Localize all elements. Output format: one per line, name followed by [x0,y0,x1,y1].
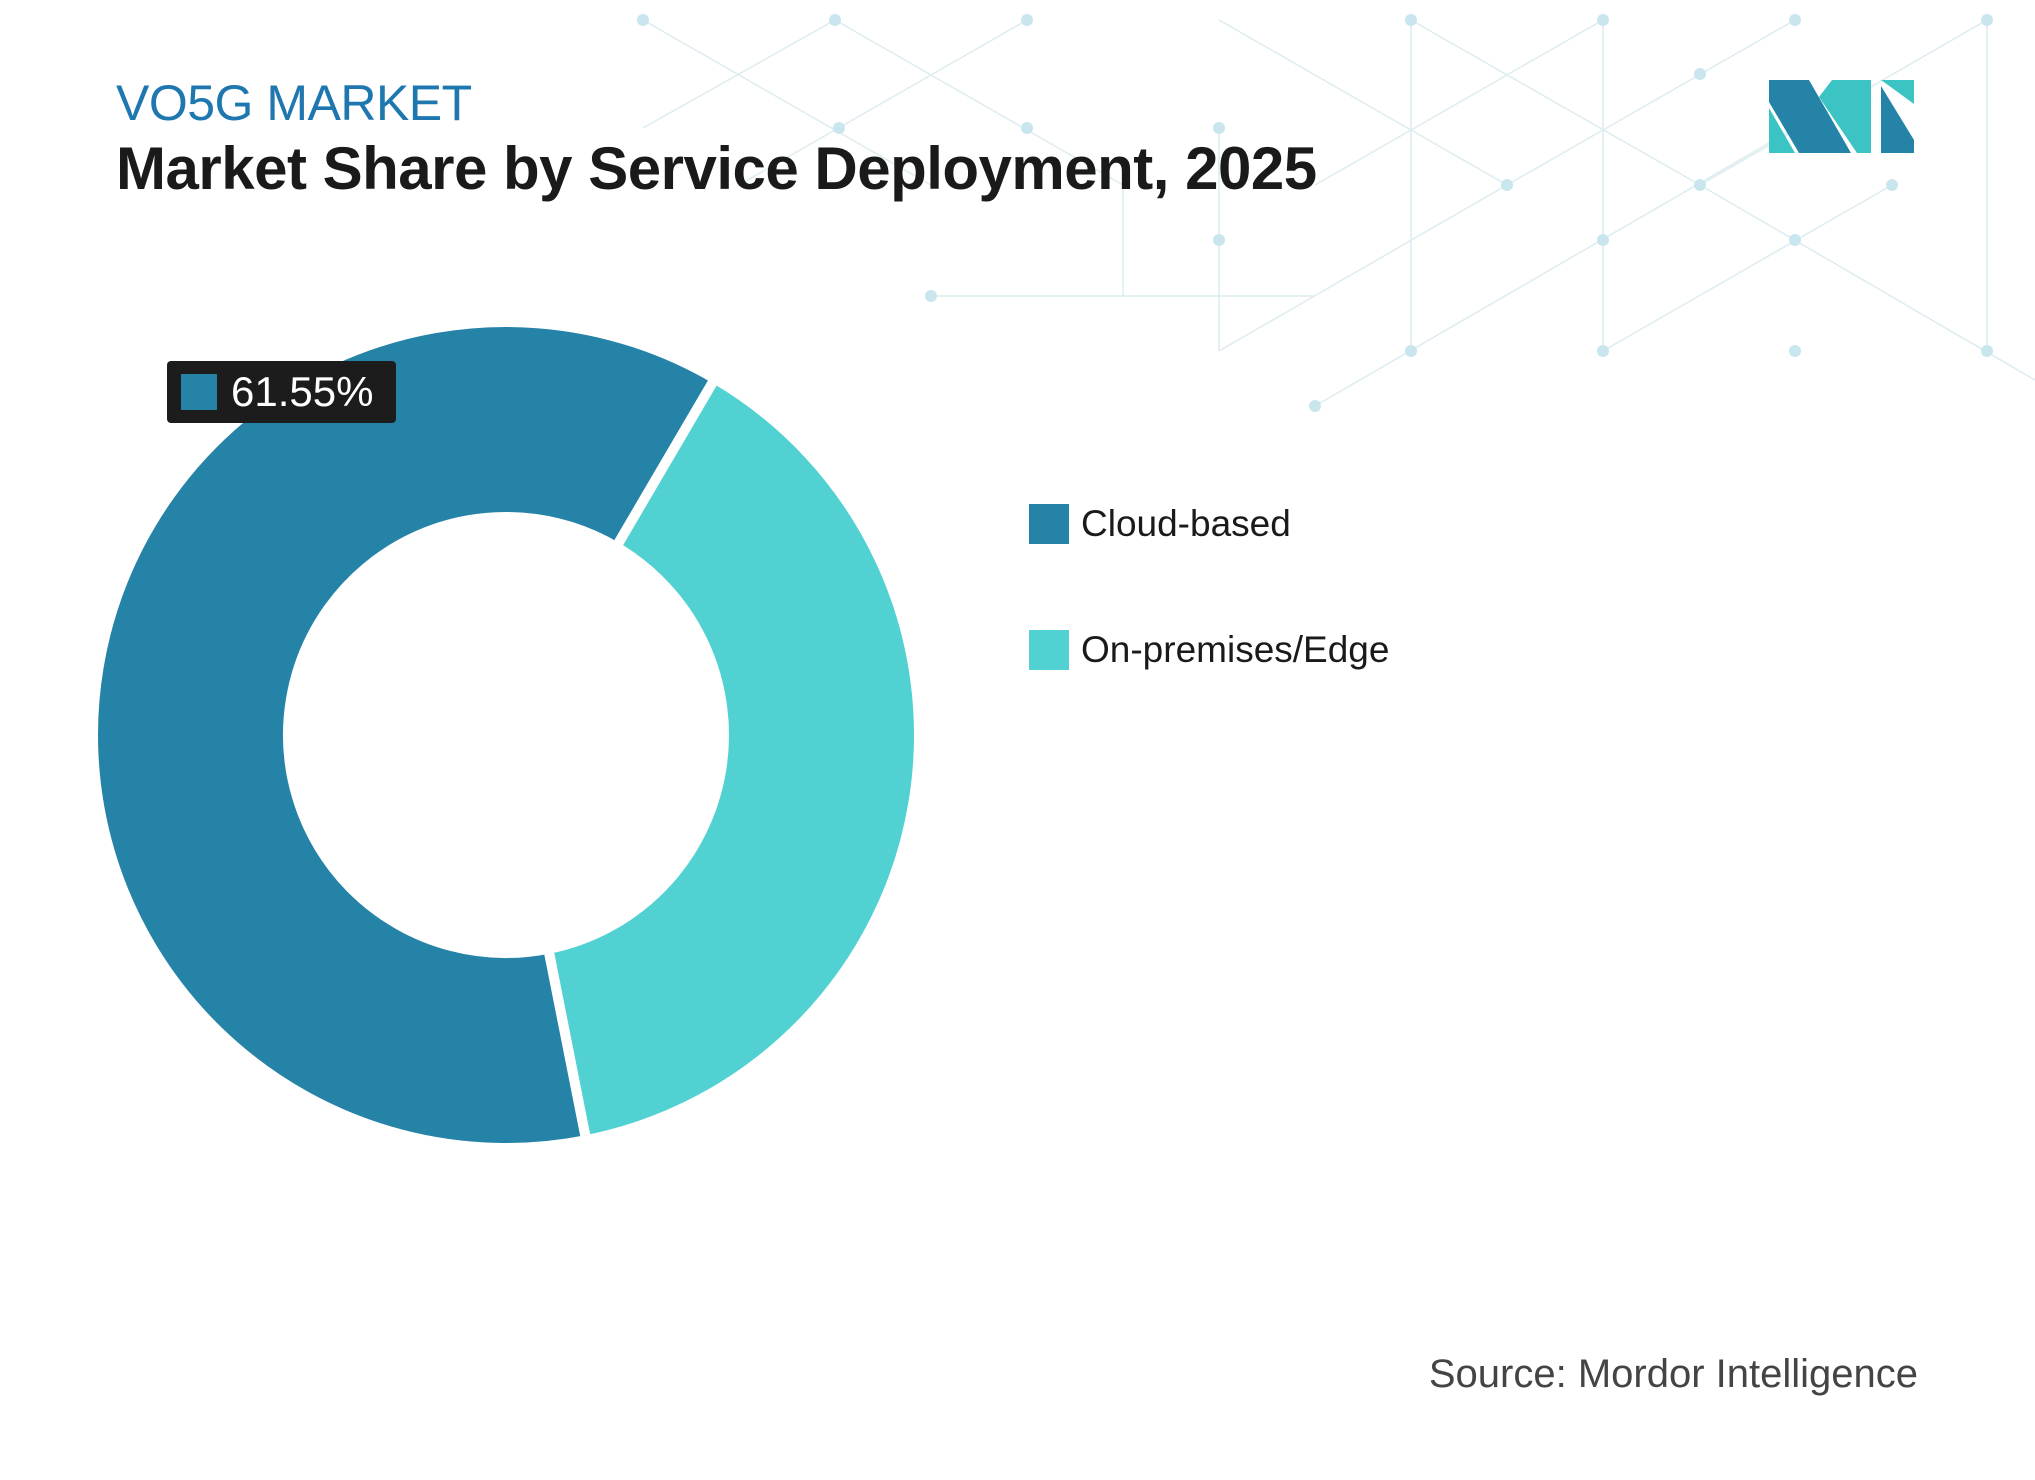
report-subtitle: VO5G MARKET [116,75,472,131]
legend-swatch [1029,504,1069,544]
pattern-line [1602,184,1893,352]
pattern-dot [1213,122,1225,134]
pattern-line [1314,127,1796,407]
pattern-dot [1789,345,1801,357]
pattern-dot [833,122,845,134]
pattern-line [1218,19,1508,186]
legend-swatch [1029,630,1069,670]
legend: Cloud-based On-premises/Edge [1029,503,1390,756]
pattern-line [1314,19,1604,186]
pattern-line [642,19,836,129]
source-note: Source: Mordor Intelligence [1428,1352,1918,1396]
pattern-dot [1501,179,1513,191]
chart-title: Market Share by Service Deployment, 2025 [116,135,1317,202]
pattern-dot [1597,234,1609,246]
pattern-dot [1694,68,1706,80]
donut-slice-on-premises-edge [542,371,924,1147]
pattern-dot [1021,122,1033,134]
pattern-dot [1789,14,1801,26]
pattern-dot [1981,14,1993,26]
pattern-dot [1405,14,1417,26]
data-label-text: 61.55% [231,368,374,415]
legend-label: On-premises/Edge [1081,629,1390,670]
pattern-line [1218,184,1508,352]
mordor-intelligence-logo [1769,80,1914,153]
pattern-dot [829,14,841,26]
data-label-swatch [181,374,217,410]
pattern-line [738,19,1028,186]
donut-chart [88,316,924,1153]
pattern-dot [1597,14,1609,26]
data-label-cloud-based: 61.55% [167,361,396,423]
legend-label: Cloud-based [1081,503,1291,544]
pattern-dot [1789,234,1801,246]
legend-item-on-premises-edge: On-premises/Edge [1029,629,1390,670]
pattern-dot [1405,345,1417,357]
pattern-dot [1981,345,1993,357]
pattern-dot [1597,345,1609,357]
pattern-line [834,19,1124,186]
pattern-dot [1213,234,1225,246]
pattern-line [1699,184,2035,381]
pattern-dot [1309,400,1321,412]
pattern-line [1410,19,1701,186]
pattern-line [642,19,932,186]
pattern-dot [1021,14,1033,26]
pattern-dot [1886,179,1898,191]
legend-item-cloud-based: Cloud-based [1029,503,1389,544]
pattern-dot [925,290,937,302]
pattern-dot [637,14,649,26]
donut-slice-cloud-based [88,316,722,1153]
background-hex-pattern [637,14,2035,412]
pattern-line [1506,19,1796,186]
pattern-dot [1694,179,1706,191]
